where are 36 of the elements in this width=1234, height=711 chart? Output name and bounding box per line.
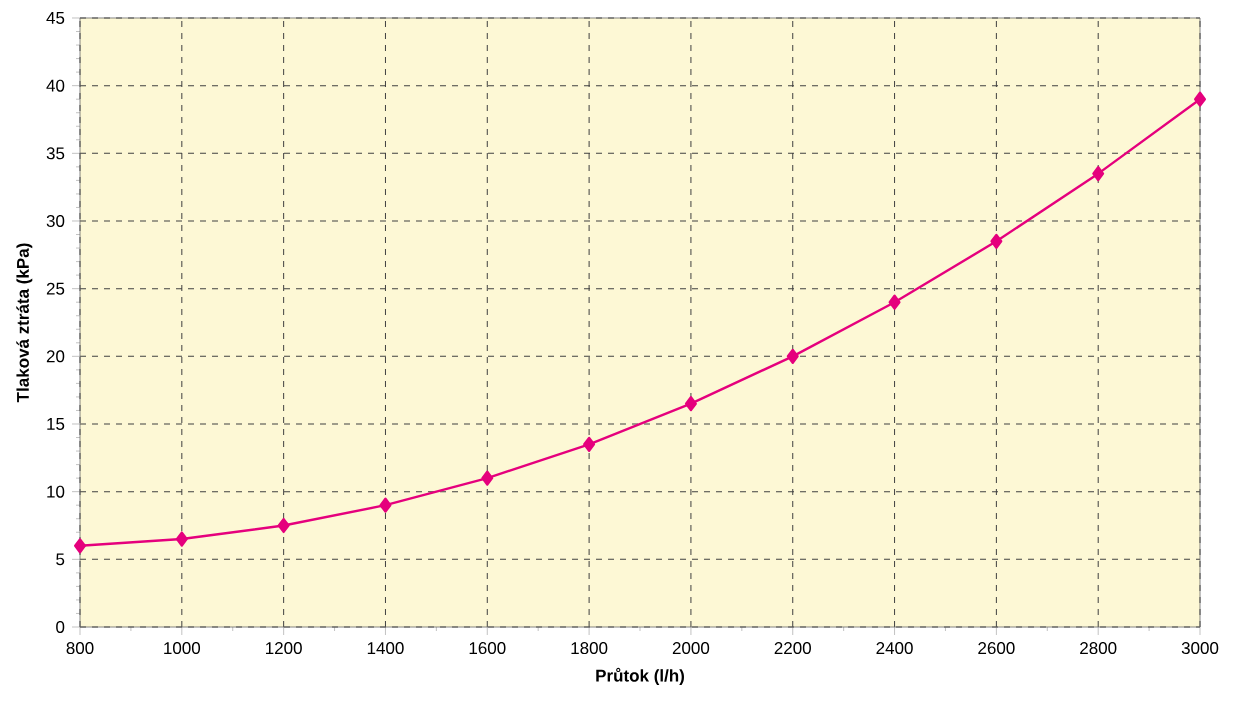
x-tick-label: 3000 bbox=[1181, 642, 1219, 655]
y-tick-label: 5 bbox=[56, 553, 65, 566]
point bbox=[481, 470, 494, 486]
x-tick-label: 2200 bbox=[774, 642, 811, 655]
y-tick-label: 40 bbox=[46, 79, 65, 92]
y-tick-label: 0 bbox=[56, 620, 65, 634]
y-tick-label: 30 bbox=[46, 214, 65, 227]
x-tick-label: 2600 bbox=[978, 642, 1015, 655]
point bbox=[1194, 91, 1207, 107]
y-axis-title: Tlaková ztráta (kPa) bbox=[16, 243, 33, 403]
point bbox=[379, 497, 392, 513]
x-tick-label: 2000 bbox=[672, 642, 710, 655]
point bbox=[277, 517, 290, 534]
x-tick-label: 1200 bbox=[266, 642, 302, 655]
point bbox=[74, 538, 86, 554]
point bbox=[888, 294, 901, 310]
x-tick-label: 1000 bbox=[164, 642, 201, 655]
x-tick-label: 1400 bbox=[367, 642, 404, 655]
x-tick-label: 2400 bbox=[876, 642, 913, 655]
point bbox=[684, 396, 697, 412]
y-tick-label: 35 bbox=[46, 147, 65, 160]
point bbox=[175, 531, 188, 547]
x-tick-label: 800 bbox=[66, 642, 94, 655]
point bbox=[1092, 166, 1105, 182]
y-tick-label: 45 bbox=[46, 12, 65, 24]
point bbox=[990, 233, 1003, 249]
y-tick-label: 25 bbox=[46, 282, 65, 295]
y-tick-label: 20 bbox=[46, 350, 65, 363]
y-tick-label: 15 bbox=[47, 418, 65, 430]
point bbox=[583, 436, 596, 452]
x-tick-label: 2800 bbox=[1080, 642, 1117, 655]
x-axis-title: Průtok (l/h) bbox=[596, 667, 684, 685]
point bbox=[786, 348, 799, 364]
y-tick-label: 10 bbox=[47, 485, 65, 498]
x-tick-label: 1800 bbox=[571, 642, 608, 655]
x-tick-label: 1600 bbox=[469, 642, 506, 655]
